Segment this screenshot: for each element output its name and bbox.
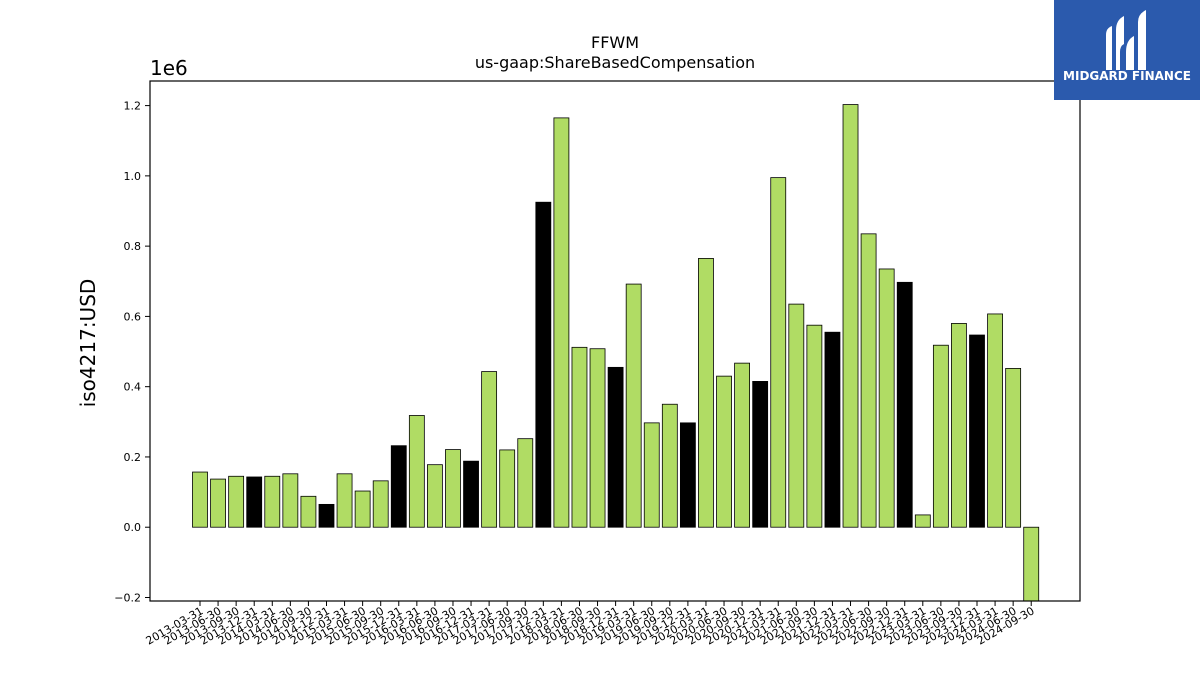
bar-2014-03-31 <box>264 475 281 528</box>
bar-2016-06-30 <box>427 464 443 528</box>
chart-title: FFWM <box>591 33 639 52</box>
y-axis-label: iso4217:USD <box>76 279 100 408</box>
bar-2021-06-30 <box>788 303 805 528</box>
bar-2016-09-30 <box>445 449 461 528</box>
bar-2021-12-31 <box>824 331 841 528</box>
bar-2015-12-31 <box>390 445 407 528</box>
bar-2020-03-31 <box>698 258 714 528</box>
y-ticks: −0.2 0.0 0.2 0.4 0.6 0.8 1.0 1.2 <box>114 100 150 604</box>
bar-2020-12-31 <box>752 381 769 528</box>
bar-2014-12-31 <box>318 503 335 528</box>
bar-2019-12-31 <box>679 422 696 528</box>
bar-2020-09-30 <box>734 362 750 528</box>
bar-2014-06-30 <box>282 473 299 528</box>
bar-2014-09-30 <box>300 495 317 528</box>
bar-2017-12-31 <box>535 201 552 528</box>
bar-2016-12-31 <box>463 460 479 528</box>
y-tick-label: −0.2 <box>114 591 141 604</box>
bar-2024-09-30 <box>1023 526 1040 601</box>
bar-2018-06-30 <box>571 346 588 528</box>
plot-frame <box>149 80 1081 602</box>
bar-2013-06-30 <box>210 478 226 528</box>
bar-2015-09-30 <box>372 480 389 528</box>
bar-2017-06-30 <box>499 449 516 528</box>
bar-2022-06-30 <box>860 233 877 528</box>
bar-2022-09-30 <box>878 268 895 528</box>
y-tick-label: 1.0 <box>124 170 142 183</box>
bar-2021-09-30 <box>806 324 823 528</box>
y-tick-label: 0.6 <box>124 310 142 323</box>
y-tick-label: 0.4 <box>124 381 142 394</box>
bar-2017-09-30 <box>517 438 534 528</box>
bar-2022-03-31 <box>842 104 859 528</box>
bar-2023-06-30 <box>932 344 949 528</box>
bar-2024-03-31 <box>987 313 1003 528</box>
bar-2021-03-31 <box>770 177 787 528</box>
bar-2019-03-31 <box>625 283 642 528</box>
brand-logo: MIDGARD FINANCE <box>1054 0 1200 100</box>
bar-2018-03-31 <box>553 117 570 528</box>
x-ticks: 2013-03-312013-06-302013-09-302013-12-31… <box>144 601 1037 648</box>
bar-2018-09-30 <box>589 348 606 528</box>
chart-subtitle: us-gaap:ShareBasedCompensation <box>475 53 755 72</box>
brand-name: MIDGARD FINANCE <box>1063 69 1191 83</box>
bars-group <box>192 104 1040 601</box>
bar-2019-06-30 <box>643 422 660 528</box>
bar-2013-03-31 <box>192 471 208 528</box>
bar-2019-09-30 <box>661 403 678 528</box>
y-tick-label: 0.2 <box>124 451 142 464</box>
y-offset-label: 1e6 <box>150 56 188 80</box>
bar-2018-12-31 <box>607 366 624 528</box>
bar-2013-09-30 <box>228 475 245 528</box>
bar-2023-09-30 <box>951 323 967 528</box>
bar-2022-12-31 <box>896 281 913 528</box>
y-tick-label: 0.8 <box>124 240 142 253</box>
bar-2013-12-31 <box>246 476 263 528</box>
bar-2024-06-30 <box>1005 368 1022 528</box>
bar-2015-03-31 <box>336 473 353 528</box>
bar-2016-03-31 <box>408 415 425 528</box>
bar-2020-06-30 <box>716 375 732 528</box>
y-tick-label: 1.2 <box>124 100 142 113</box>
midgard-mark-icon <box>1106 10 1146 70</box>
bar-2015-06-30 <box>354 490 371 528</box>
bar-2023-12-31 <box>969 334 985 528</box>
bar-2017-03-31 <box>481 371 498 528</box>
bar-2023-03-31 <box>914 514 931 528</box>
y-tick-label: 0.0 <box>124 521 142 534</box>
